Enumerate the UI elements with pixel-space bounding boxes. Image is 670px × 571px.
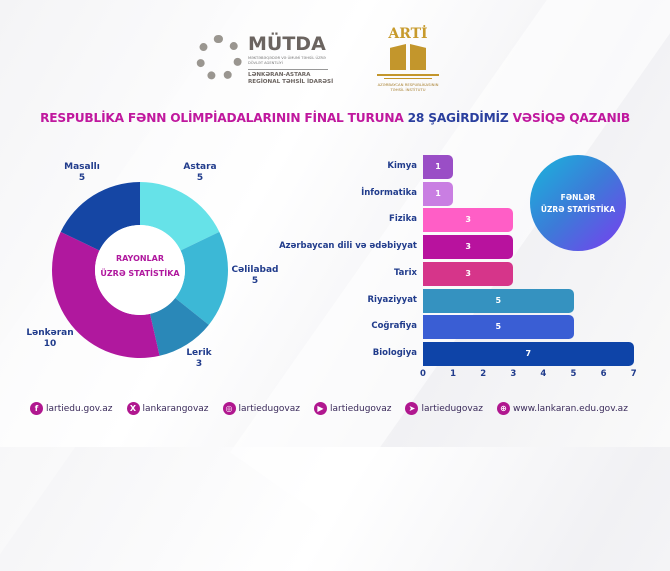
donut-label: Cəlilabad 5 bbox=[225, 265, 285, 287]
donut-slice-1 bbox=[175, 231, 228, 325]
bar: 7 bbox=[423, 341, 634, 366]
globe-icon: ⊕ bbox=[496, 402, 510, 415]
bar-value-label: 1 bbox=[435, 162, 441, 171]
bar-value-label: 3 bbox=[465, 268, 471, 278]
title-part1: RESPUBLİKA FƏNN OLİMPİADALARININ FİNAL T… bbox=[40, 111, 408, 125]
bar: 5 bbox=[423, 288, 574, 313]
divider bbox=[384, 77, 432, 79]
bar-value-label: 7 bbox=[525, 348, 532, 358]
bar-category-label: Biologiya bbox=[372, 347, 417, 358]
x-tick-label: 0 bbox=[420, 369, 426, 379]
donut-label-value: 5 bbox=[78, 173, 86, 183]
social-link[interactable]: ⊕ www.lankaran.edu.gov.az bbox=[496, 402, 628, 415]
x-tick-label: 2 bbox=[480, 369, 487, 379]
district-donut-chart bbox=[52, 182, 228, 359]
social-link-text[interactable]: lartiedu.gov.az bbox=[46, 403, 113, 414]
social-link-text[interactable]: lartiedugovaz bbox=[238, 403, 300, 414]
divider bbox=[248, 69, 328, 70]
bar-category-label: Tarix bbox=[393, 267, 417, 278]
bar: 1 bbox=[423, 155, 454, 179]
facebook-icon: f bbox=[30, 402, 43, 415]
donut-label-name: Lənkəran bbox=[26, 328, 74, 338]
center-label-line2: ÜZRƏ STATİSTİKA bbox=[100, 269, 180, 278]
x-tick-label: 1 bbox=[450, 369, 457, 379]
title-highlight: 28 ŞAGİRDİMİZ bbox=[407, 111, 509, 125]
x-tick-label: 5 bbox=[570, 369, 577, 379]
social-link[interactable]: ▶ lartiedugovaz bbox=[314, 402, 391, 415]
region-line1: LƏNKƏRAN-ASTARA bbox=[248, 72, 311, 78]
youtube-icon: ▶ bbox=[314, 402, 327, 415]
donut-label-name: Astara bbox=[183, 162, 217, 172]
badge-line2: ÜZRƏ STATİSTİKA bbox=[540, 205, 616, 214]
mutda-region: LƏNKƏRAN-ASTARA REGİONAL TƏHSİL İDARƏSİ bbox=[248, 72, 333, 86]
donut-label: Lənkəran 10 bbox=[20, 328, 80, 350]
telegram-icon: ➤ bbox=[405, 402, 419, 415]
region-line2: REGİONAL TƏHSİL İDARƏSİ bbox=[248, 79, 334, 85]
donut-slice-0 bbox=[140, 182, 220, 251]
bar-category-label: Coğrafiya bbox=[371, 321, 417, 332]
mutda-subtitle: MƏKTƏBƏQƏDƏR VƏ ÜMUMİ TƏHSİL ÜZRƏ DÖVLƏT… bbox=[248, 56, 326, 65]
bar: 5 bbox=[423, 315, 574, 340]
bar-value-label: 3 bbox=[465, 242, 471, 252]
donut-label-name: Cəlilabad bbox=[231, 265, 279, 275]
x-tick-label: 3 bbox=[510, 369, 517, 379]
center-label-line1: RAYONLAR bbox=[115, 254, 165, 263]
mutda-name: MÜTDA bbox=[248, 33, 326, 55]
bar-value-label: 5 bbox=[495, 295, 502, 305]
social-link[interactable]: ◎ lartiedugovaz bbox=[222, 402, 300, 415]
donut-slice-2 bbox=[150, 298, 209, 356]
bar-category-label: İnformatika bbox=[361, 187, 417, 198]
title-part3: VƏSİQƏ QAZANIB bbox=[508, 111, 631, 125]
mutda-logo: MÜTDA MƏKTƏBƏQƏDƏR VƏ ÜMUMİ TƏHSİL ÜZRƏ … bbox=[196, 33, 336, 88]
donut-hole bbox=[95, 225, 185, 315]
social-link-text[interactable]: www.lankaran.edu.gov.az bbox=[512, 403, 628, 414]
x-tick-label: 6 bbox=[600, 369, 607, 379]
donut-label-value: 5 bbox=[196, 173, 204, 183]
social-link-text[interactable]: lankarangovaz bbox=[142, 403, 209, 414]
bar: 3 bbox=[423, 208, 514, 233]
donut-label-value: 10 bbox=[43, 339, 57, 349]
donut-label: Masallı 5 bbox=[52, 162, 112, 184]
bar: 3 bbox=[423, 235, 514, 260]
mutda-emblem-icon bbox=[196, 35, 242, 81]
arti-subtitle-line1: AZƏRBAYCAN RESPUBLİKASININ bbox=[377, 82, 439, 87]
x-tick-label: 7 bbox=[630, 369, 637, 379]
donut-center-label: RAYONLAR ÜZRƏ STATİSTİKA bbox=[90, 251, 190, 281]
bar-category-label: Azərbaycan dili və ədəbiyyat bbox=[279, 241, 417, 252]
x-tick-label: 4 bbox=[540, 369, 547, 379]
social-link[interactable]: f lartiedu.gov.az bbox=[30, 402, 113, 415]
donut-slice-4 bbox=[60, 182, 141, 251]
donut-label: Astara 5 bbox=[170, 162, 230, 184]
donut-label-name: Masallı bbox=[64, 162, 100, 172]
bar-value-label: 5 bbox=[495, 322, 502, 332]
donut-label-name: Lerik bbox=[186, 348, 212, 358]
arti-subtitle: AZƏRBAYCAN RESPUBLİKASININ TƏHSİL İNSTİTU… bbox=[368, 82, 448, 92]
donut-label-value: 3 bbox=[195, 359, 203, 369]
x-icon: X bbox=[126, 402, 140, 415]
arti-name: ARTİ bbox=[388, 26, 428, 42]
bar-category-label: Kimya bbox=[387, 161, 417, 171]
bar: 3 bbox=[423, 261, 514, 286]
bar-category-label: Riyaziyyat bbox=[367, 294, 417, 305]
social-link-text[interactable]: lartiedugovaz bbox=[330, 403, 392, 414]
arti-logo: ARTİ AZƏRBAYCAN RESPUBLİKASININ TƏHSİL İN… bbox=[368, 26, 448, 98]
arti-subtitle-line2: TƏHSİL İNSTİTUTU bbox=[390, 87, 426, 92]
social-link-text[interactable]: lartiedugovaz bbox=[421, 403, 483, 414]
bar-value-label: 3 bbox=[465, 215, 471, 225]
social-link[interactable]: ➤ lartiedugovaz bbox=[405, 402, 483, 415]
donut-label: Lerik 3 bbox=[169, 348, 229, 370]
subjects-badge: FƏNLƏR ÜZRƏ STATİSTİKA bbox=[530, 155, 626, 251]
instagram-icon: ◎ bbox=[222, 402, 236, 415]
donut-label-value: 5 bbox=[251, 276, 259, 286]
donut-slice-3 bbox=[52, 231, 160, 359]
divider bbox=[377, 74, 439, 76]
page-title: RESPUBLİKA FƏNN OLİMPİADALARININ FİNAL T… bbox=[0, 111, 670, 125]
bar: 1 bbox=[423, 181, 454, 206]
bar-category-label: Fizika bbox=[389, 214, 417, 225]
badge-line1: FƏNLƏR bbox=[560, 193, 596, 202]
bar-value-label: 1 bbox=[435, 188, 441, 198]
